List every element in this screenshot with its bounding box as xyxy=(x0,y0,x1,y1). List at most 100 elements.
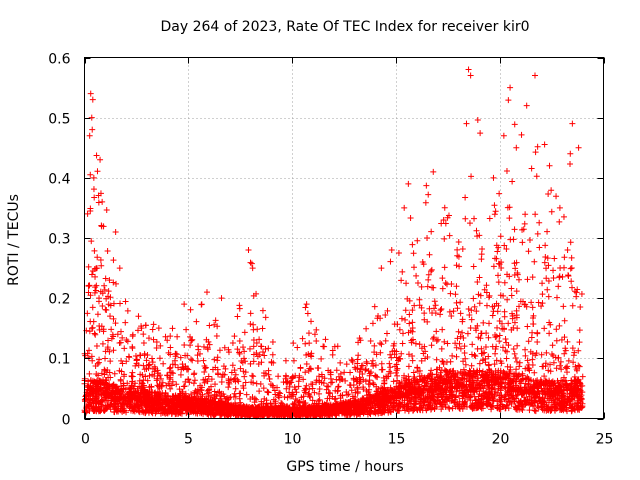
data-point xyxy=(512,406,519,413)
data-point xyxy=(110,279,117,286)
data-point xyxy=(169,325,176,332)
data-point xyxy=(558,382,565,389)
data-point xyxy=(432,302,439,309)
data-point xyxy=(203,336,210,343)
data-point xyxy=(140,377,147,384)
data-point xyxy=(406,320,413,327)
data-point xyxy=(366,386,373,393)
data-point xyxy=(395,380,402,387)
data-point xyxy=(529,356,536,363)
data-point xyxy=(183,366,190,373)
data-point xyxy=(238,357,245,364)
data-point xyxy=(250,343,257,350)
data-point xyxy=(110,381,117,388)
data-point xyxy=(457,379,464,386)
data-point xyxy=(269,339,276,346)
data-point xyxy=(480,400,487,407)
data-point xyxy=(396,393,403,400)
data-point xyxy=(429,377,436,384)
data-point xyxy=(513,366,520,373)
data-point xyxy=(250,336,257,343)
data-point xyxy=(438,305,445,312)
data-point xyxy=(461,381,468,388)
data-point xyxy=(234,346,241,353)
data-point xyxy=(440,360,447,367)
data-point xyxy=(91,289,98,296)
data-point xyxy=(559,273,566,280)
data-point xyxy=(513,314,520,321)
data-point xyxy=(352,393,359,400)
data-point xyxy=(574,286,581,293)
data-point xyxy=(382,337,389,344)
data-point xyxy=(380,407,387,414)
data-point xyxy=(117,328,124,335)
data-point xyxy=(513,405,520,412)
data-point xyxy=(399,268,406,275)
data-point xyxy=(134,327,141,334)
data-point xyxy=(441,338,448,345)
data-point xyxy=(333,411,340,418)
data-point xyxy=(528,299,535,306)
data-point xyxy=(294,397,301,404)
data-point xyxy=(390,404,397,411)
data-point xyxy=(168,382,175,389)
data-point xyxy=(405,351,412,358)
data-point xyxy=(504,401,511,408)
data-point xyxy=(282,372,289,379)
data-point xyxy=(383,373,390,380)
data-point xyxy=(503,245,510,252)
data-point xyxy=(250,321,257,328)
data-point xyxy=(384,386,391,393)
data-point xyxy=(181,383,188,390)
data-point xyxy=(444,340,451,347)
data-point xyxy=(145,361,152,368)
data-point xyxy=(534,330,541,337)
data-point xyxy=(550,359,557,366)
data-point xyxy=(154,401,161,408)
data-point xyxy=(141,366,148,373)
data-point xyxy=(107,302,114,309)
data-point xyxy=(406,297,413,304)
data-point xyxy=(503,402,510,409)
data-point xyxy=(409,353,416,360)
data-point xyxy=(332,395,339,402)
data-point xyxy=(454,335,461,342)
data-point xyxy=(568,395,575,402)
data-point xyxy=(383,330,390,337)
data-point xyxy=(511,398,518,405)
data-point xyxy=(382,311,389,318)
data-point xyxy=(550,401,557,408)
data-point xyxy=(523,390,530,397)
data-point xyxy=(305,330,312,337)
data-point xyxy=(202,364,209,371)
data-point xyxy=(336,410,343,417)
data-point xyxy=(232,371,239,378)
data-point xyxy=(456,398,463,405)
data-point xyxy=(469,404,476,411)
data-point xyxy=(579,382,586,389)
data-point xyxy=(527,348,534,355)
data-point xyxy=(140,362,147,369)
data-point xyxy=(282,357,289,364)
data-point xyxy=(107,401,114,408)
data-point xyxy=(103,295,110,302)
data-point xyxy=(211,394,218,401)
data-point xyxy=(399,404,406,411)
chart-title: Day 264 of 2023, Rate Of TEC Index for r… xyxy=(160,19,529,35)
data-point xyxy=(409,403,416,410)
data-point xyxy=(547,393,554,400)
data-point xyxy=(145,335,152,342)
data-point xyxy=(396,326,403,333)
data-point xyxy=(193,318,200,325)
data-point xyxy=(461,350,468,357)
data-point xyxy=(428,342,435,349)
data-point xyxy=(367,337,374,344)
data-point xyxy=(229,362,236,369)
data-point xyxy=(363,387,370,394)
data-point xyxy=(378,341,385,348)
data-point xyxy=(481,349,488,356)
data-point xyxy=(434,336,441,343)
data-point xyxy=(149,355,156,362)
data-point xyxy=(146,384,153,391)
data-point xyxy=(548,351,555,358)
